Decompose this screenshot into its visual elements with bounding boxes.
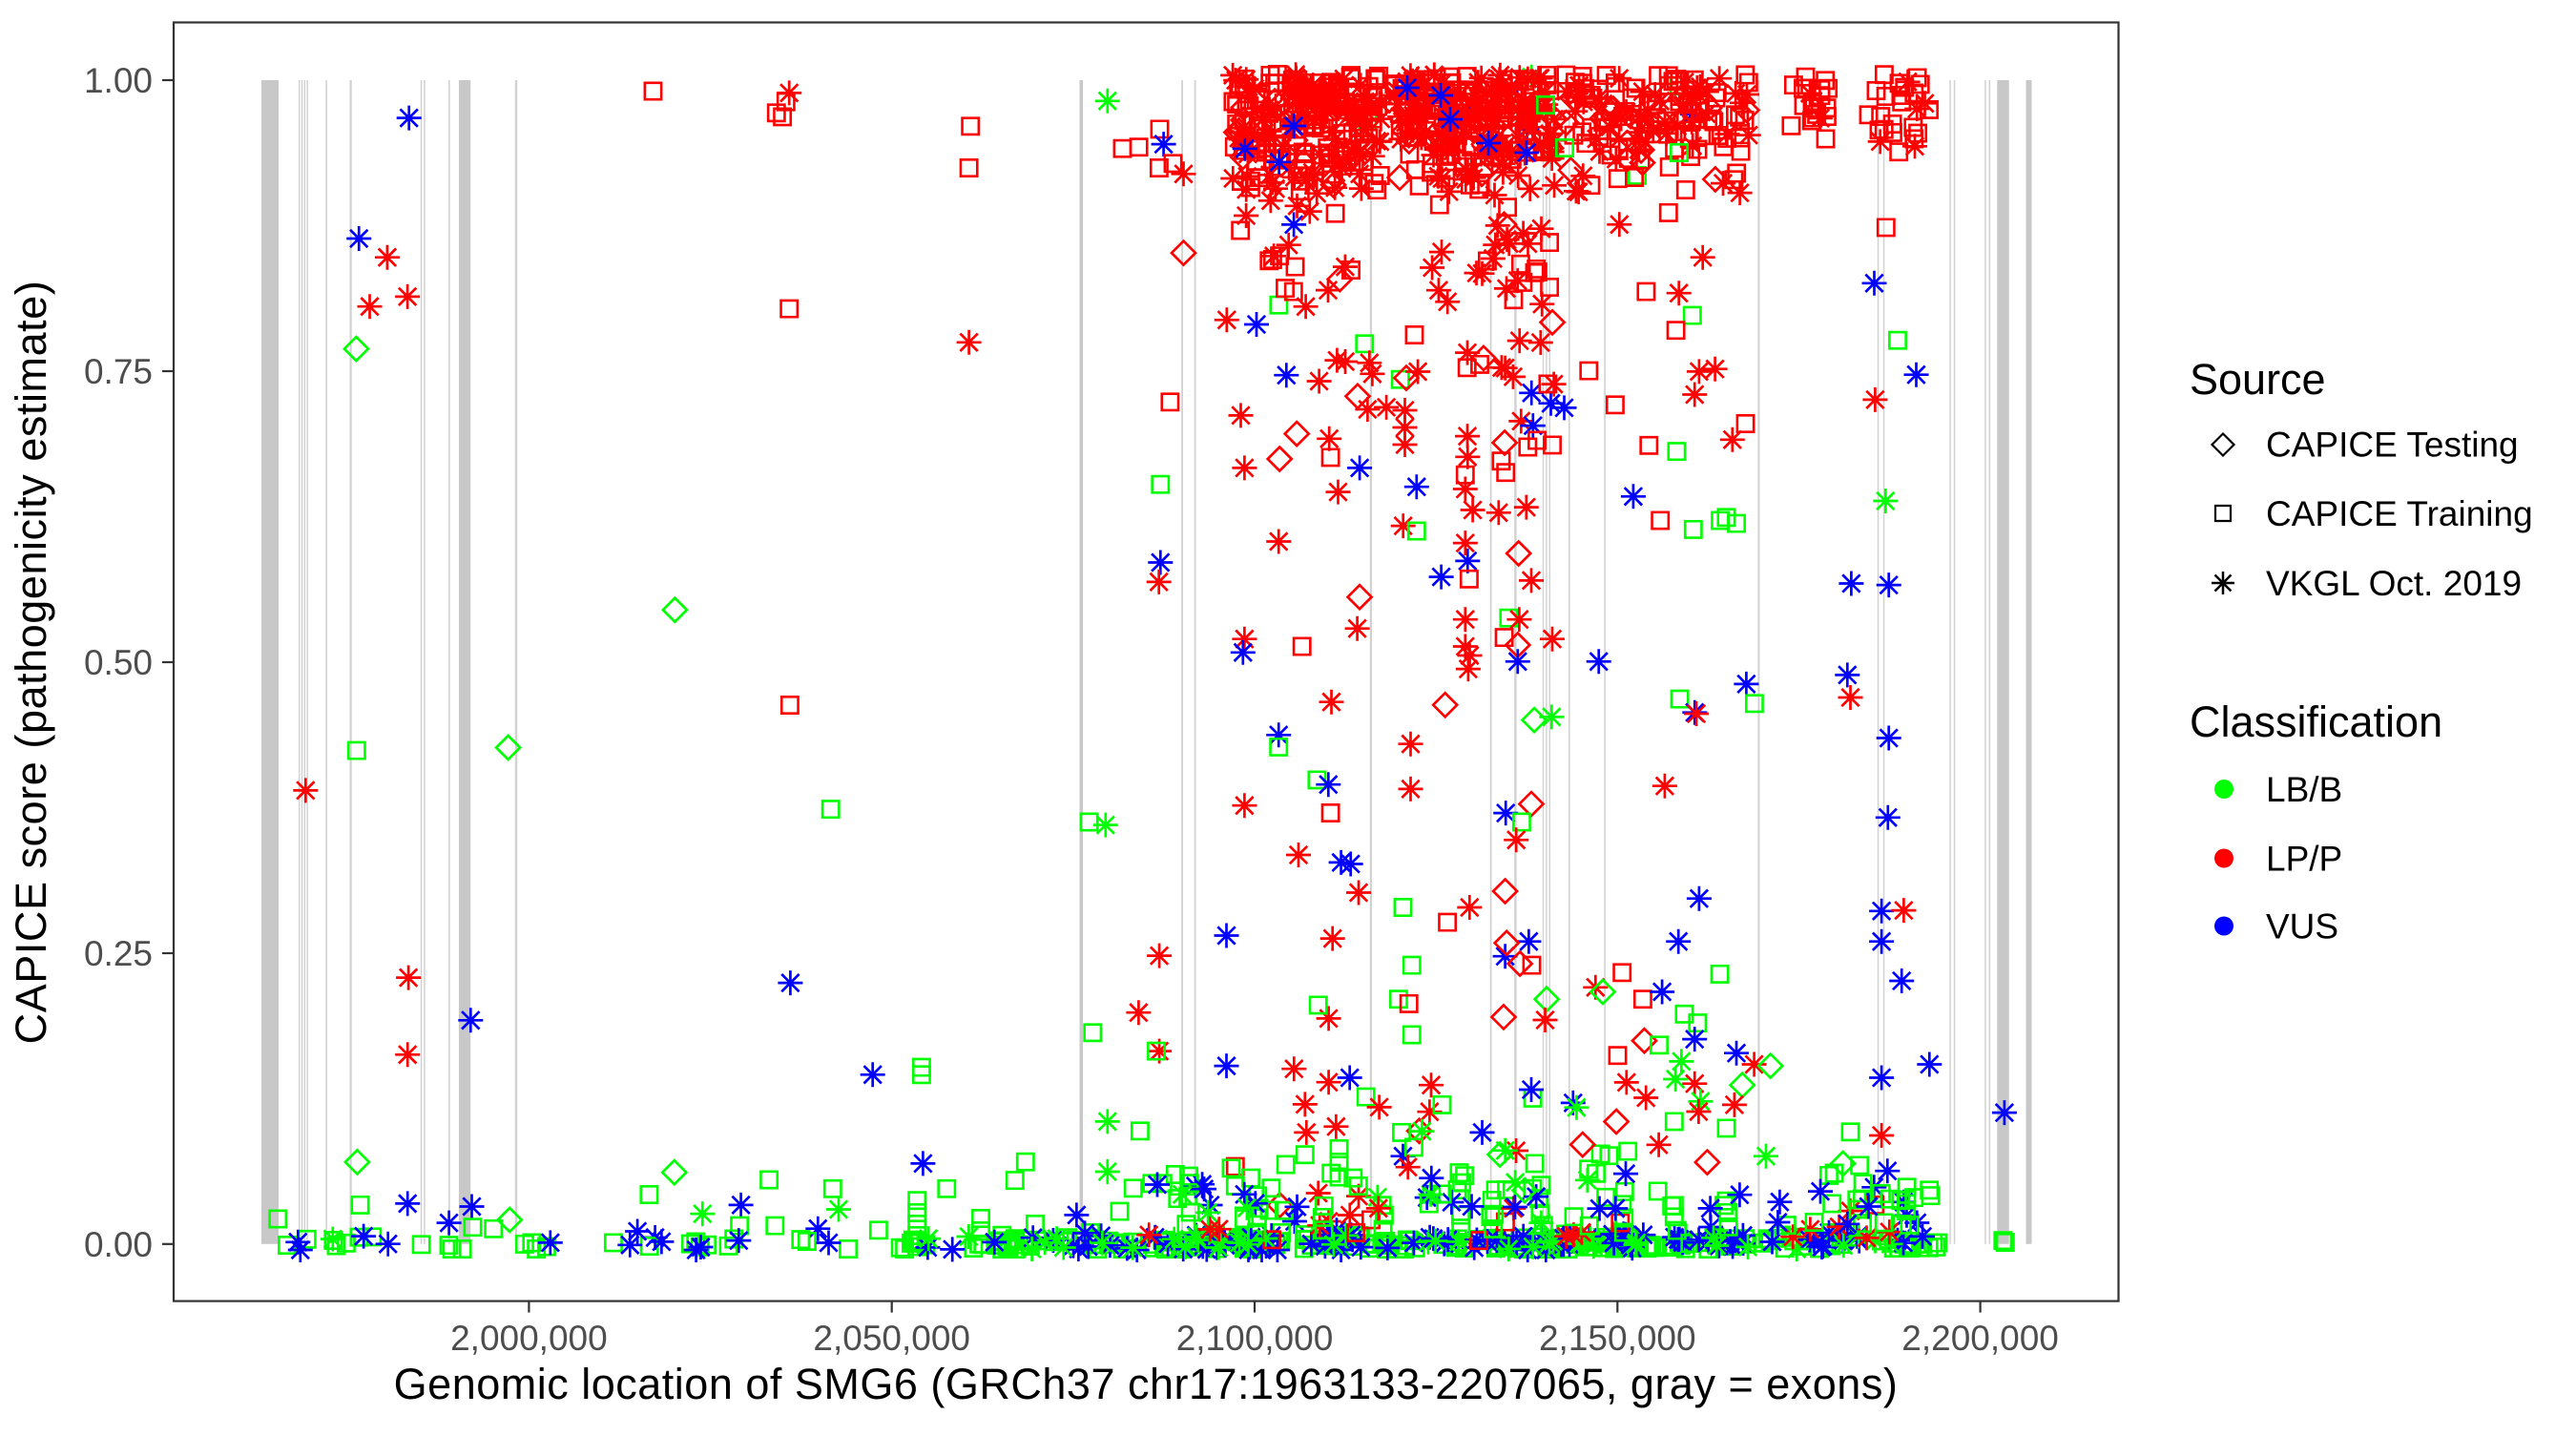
svg-text:0.25: 0.25 [84,934,153,973]
svg-text:Source: Source [2190,355,2326,404]
svg-text:2,200,000: 2,200,000 [1901,1319,2059,1358]
svg-text:VUS: VUS [2266,907,2338,947]
svg-text:LB/B: LB/B [2266,770,2342,809]
svg-text:1.00: 1.00 [84,61,153,100]
svg-text:CAPICE score (pathogenicity es: CAPICE score (pathogenicity estimate) [7,281,55,1045]
svg-text:2,150,000: 2,150,000 [1539,1319,1696,1358]
svg-text:0.50: 0.50 [84,643,153,682]
svg-text:2,100,000: 2,100,000 [1176,1319,1334,1358]
svg-text:2,000,000: 2,000,000 [450,1319,608,1358]
svg-text:0.00: 0.00 [84,1225,153,1264]
svg-text:Classification: Classification [2190,697,2442,746]
svg-text:LP/P: LP/P [2266,840,2342,879]
svg-text:Genomic location of SMG6 (GRCh: Genomic location of SMG6 (GRCh37 chr17:1… [394,1360,1899,1408]
svg-text:VKGL Oct. 2019: VKGL Oct. 2019 [2266,564,2522,603]
svg-text:0.75: 0.75 [84,352,153,391]
svg-text:2,050,000: 2,050,000 [813,1319,970,1358]
svg-text:CAPICE Training: CAPICE Training [2266,494,2533,533]
svg-text:CAPICE Testing: CAPICE Testing [2266,426,2519,465]
